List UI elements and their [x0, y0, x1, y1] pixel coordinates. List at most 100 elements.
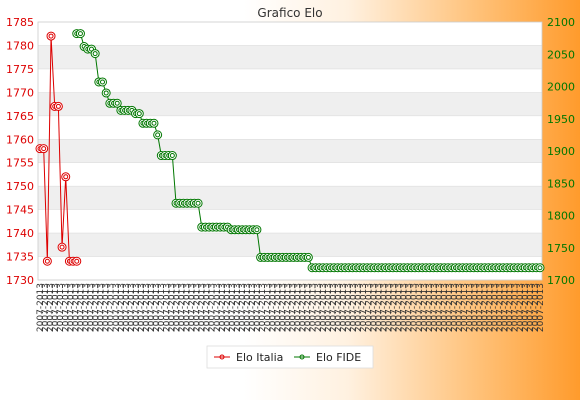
- x-tick-label: 2007-2013: [177, 283, 187, 332]
- x-tick-label: 2007-2013: [364, 283, 374, 332]
- right-tick-label: 2100: [547, 16, 575, 29]
- x-tick-label: 2007-2013: [102, 283, 112, 332]
- x-tick-label: 2007-2013: [354, 283, 364, 332]
- x-tick-label: 2007-2013: [379, 283, 389, 332]
- grid-band: [38, 92, 542, 116]
- x-tick-label: 2007-2013: [203, 283, 213, 332]
- x-tick-label: 2007-2013: [117, 283, 127, 332]
- x-tick-label: 2007-2013: [384, 283, 394, 332]
- x-tick-label: 2007-2013: [324, 283, 334, 332]
- x-tick-label: 2007-2013: [41, 283, 51, 332]
- x-tick-label: 2007-2013: [193, 283, 203, 332]
- x-tick-label: 2007-2013: [304, 283, 314, 332]
- x-tick-label: 2007-2013: [400, 283, 410, 332]
- x-tick-label: 2007-2013: [506, 283, 516, 332]
- x-tick-label: 2007-2013: [415, 283, 425, 332]
- left-tick-label: 1760: [6, 133, 34, 146]
- grid-band: [38, 139, 542, 163]
- data-point: [61, 172, 71, 182]
- right-tick-label: 2050: [547, 48, 575, 61]
- x-tick-label: 2007-2013: [339, 283, 349, 332]
- x-tick-label: 2007-2013: [182, 283, 192, 332]
- x-tick-label: 2007-2013: [480, 283, 490, 332]
- x-tick-label: 2007-2013: [410, 283, 420, 332]
- series-layer: [35, 29, 545, 273]
- x-tick-label: 2007-2013: [299, 283, 309, 332]
- right-tick-label: 1750: [547, 242, 575, 255]
- legend-label: Elo Italia: [236, 351, 283, 364]
- x-tick-label: 2007-2013: [92, 283, 102, 332]
- x-tick-label: 2007-2013: [112, 283, 122, 332]
- grid-band: [38, 186, 542, 210]
- x-tick-label: 2007-2013: [188, 283, 198, 332]
- x-tick-label: 2007-2013: [319, 283, 329, 332]
- data-point: [46, 31, 56, 41]
- x-axis: 2007-20132007-20132007-20132007-20132007…: [36, 283, 546, 332]
- x-tick-label: 2007-2013: [61, 283, 71, 332]
- x-tick-label: 2007-2013: [258, 283, 268, 332]
- x-tick-label: 2007-2013: [263, 283, 273, 332]
- data-point: [90, 49, 100, 59]
- data-point: [39, 144, 49, 154]
- x-tick-label: 2007-2013: [97, 283, 107, 332]
- left-tick-label: 1755: [6, 157, 34, 170]
- grid-bands: [37, 21, 543, 281]
- right-tick-label: 2000: [547, 81, 575, 94]
- data-point: [149, 118, 159, 128]
- left-tick-label: 1785: [6, 16, 34, 29]
- x-tick-label: 2007-2013: [268, 283, 278, 332]
- left-tick-label: 1775: [6, 63, 34, 76]
- x-tick-label: 2007-2013: [127, 283, 137, 332]
- left-tick-label: 1770: [6, 86, 34, 99]
- x-tick-label: 2007-2013: [329, 283, 339, 332]
- left-y-axis: 1730 1735 1740 1745 1750 1755 1760 1765 1770 1775…: [6, 16, 34, 287]
- left-tick-label: 1730: [6, 274, 34, 287]
- x-tick-label: 2007-2013: [107, 283, 117, 332]
- x-tick-label: 2007-2013: [157, 283, 167, 332]
- x-tick-label: 2007-2013: [516, 283, 526, 332]
- x-tick-label: 2007-2013: [521, 283, 531, 332]
- x-tick-label: 2007-2013: [455, 283, 465, 332]
- x-tick-label: 2007-2013: [233, 283, 243, 332]
- x-tick-label: 2007-2013: [152, 283, 162, 332]
- x-tick-label: 2007-2013: [465, 283, 475, 332]
- legend: Elo Italia Elo FIDE: [206, 345, 374, 369]
- right-tick-label: 1900: [547, 145, 575, 158]
- x-tick-label: 2007-2013: [76, 283, 86, 332]
- x-tick-label: 2007-2013: [369, 283, 379, 332]
- x-tick-label: 2007-2013: [491, 283, 501, 332]
- legend-box: [206, 345, 374, 369]
- x-tick-label: 2007-2013: [147, 283, 157, 332]
- x-tick-label: 2007-2013: [475, 283, 485, 332]
- data-point: [167, 151, 177, 161]
- x-tick-label: 2007-2013: [56, 283, 66, 332]
- x-tick-label: 2007-2013: [278, 283, 288, 332]
- data-point: [101, 88, 111, 98]
- right-y-axis: 1700 1750 1800 1850 1900 1950 2000 2050 2100: [547, 16, 575, 287]
- x-tick-label: 2007-2013: [359, 283, 369, 332]
- x-tick-label: 2007-2013: [395, 283, 405, 332]
- right-tick-label: 1950: [547, 113, 575, 126]
- data-point: [153, 130, 163, 140]
- data-point: [112, 98, 122, 108]
- x-tick-label: 2007-2013: [289, 283, 299, 332]
- right-tick-label: 1800: [547, 210, 575, 223]
- x-tick-label: 2007-2013: [344, 283, 354, 332]
- x-tick-label: 2007-2013: [218, 283, 228, 332]
- x-tick-label: 2007-2013: [531, 283, 541, 332]
- x-tick-label: 2007-2013: [213, 283, 223, 332]
- x-tick-label: 2007-2013: [536, 283, 546, 332]
- x-tick-label: 2007-2013: [253, 283, 263, 332]
- right-tick-label: 1850: [547, 177, 575, 190]
- x-tick-label: 2007-2013: [496, 283, 506, 332]
- grid-band: [38, 233, 542, 257]
- x-tick-label: 2007-2013: [248, 283, 258, 332]
- x-tick-label: 2007-2013: [420, 283, 430, 332]
- x-tick-label: 2007-2013: [309, 283, 319, 332]
- x-tick-label: 2007-2013: [87, 283, 97, 332]
- data-point: [75, 29, 85, 39]
- x-tick-label: 2007-2013: [66, 283, 76, 332]
- x-tick-label: 2007-2013: [405, 283, 415, 332]
- left-tick-label: 1750: [6, 180, 34, 193]
